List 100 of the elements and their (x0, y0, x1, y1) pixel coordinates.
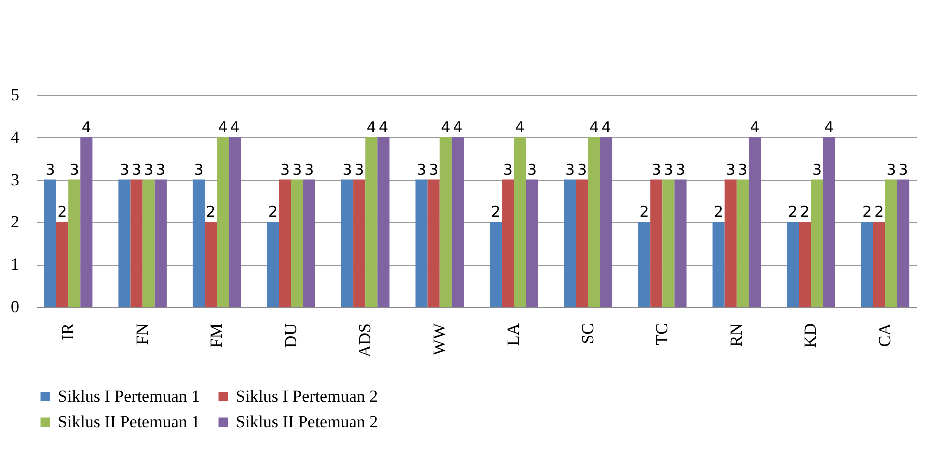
x-tick-label: TC (652, 324, 672, 346)
y-tick-label: 1 (11, 255, 20, 274)
x-tick-label: ADS (356, 324, 375, 358)
data-label: 3 (342, 160, 352, 179)
data-label: 3 (503, 160, 513, 179)
bar (564, 180, 576, 307)
bar (118, 180, 131, 307)
bar (576, 180, 588, 307)
data-label: 2 (268, 203, 278, 222)
data-label: 3 (812, 160, 822, 179)
y-tick-label: 4 (11, 128, 20, 147)
data-label: 3 (676, 160, 686, 179)
data-label: 2 (714, 203, 724, 222)
x-tick-label: DU (281, 324, 300, 348)
data-label: 3 (416, 160, 427, 179)
bar (279, 180, 292, 307)
bar (229, 137, 242, 307)
data-label: 3 (726, 160, 736, 179)
legend-label: Siklus II Petemuan 1 (58, 412, 200, 432)
data-label: 4 (750, 118, 760, 136)
bar (378, 137, 390, 307)
bar (205, 222, 218, 307)
bar (440, 137, 452, 307)
bar (192, 180, 206, 307)
bar (885, 180, 898, 307)
data-label: 3 (304, 160, 314, 179)
data-label: 3 (46, 160, 56, 179)
bar (811, 180, 824, 307)
bar (130, 180, 143, 307)
bar (823, 137, 836, 307)
data-label: 2 (800, 203, 810, 222)
y-tick-label: 5 (11, 86, 20, 104)
bar (600, 137, 613, 307)
data-label: 3 (156, 160, 166, 179)
bar (341, 180, 354, 307)
legend-label: Siklus I Pertemuan 1 (58, 386, 200, 406)
bar (354, 180, 366, 307)
bar (873, 222, 886, 307)
bar (748, 137, 762, 307)
x-tick-label: RN (726, 324, 746, 348)
bar (490, 222, 502, 307)
data-label: 2 (874, 203, 884, 222)
data-label: 4 (824, 118, 834, 136)
bar (736, 180, 749, 307)
data-label: 4 (366, 118, 376, 136)
data-label: 2 (491, 203, 501, 222)
bar (898, 180, 910, 307)
data-label: 2 (862, 203, 872, 222)
data-label: 3 (354, 160, 364, 179)
bar (291, 180, 304, 307)
x-tick-label: SC (578, 324, 598, 344)
data-label: 4 (453, 118, 463, 136)
x-tick-label: CA (875, 322, 894, 348)
data-label: 3 (652, 160, 662, 179)
data-label: 3 (194, 160, 204, 179)
data-label: 3 (578, 160, 588, 179)
x-tick-label: WW (430, 322, 449, 356)
data-label: 3 (120, 160, 130, 179)
legend-label: Siklus I Pertemuan 2 (236, 386, 378, 406)
bar (154, 180, 167, 307)
bar (80, 137, 93, 307)
legend-label: Siklus II Petemuan 2 (236, 412, 378, 432)
y-tick-label: 3 (11, 170, 20, 190)
bar (861, 222, 874, 307)
bar (142, 180, 155, 307)
bar (303, 180, 316, 307)
bar (428, 180, 440, 307)
x-tick-label: FM (207, 324, 226, 348)
data-label: 3 (292, 160, 302, 179)
data-label: 3 (664, 160, 674, 179)
bar (712, 222, 725, 307)
bar (416, 180, 428, 307)
bar (724, 180, 737, 307)
x-tick-label: IR (58, 322, 78, 340)
data-label: 2 (206, 203, 216, 222)
y-tick-label: 0 (11, 298, 20, 316)
bar (502, 180, 514, 307)
x-tick-label: LA (504, 322, 524, 346)
bar (68, 180, 81, 307)
data-label: 3 (886, 160, 896, 179)
bar (267, 222, 280, 307)
bar (638, 222, 651, 307)
data-label: 2 (640, 203, 650, 222)
data-label: 4 (82, 118, 92, 136)
y-tick-label: 2 (11, 212, 20, 232)
data-label: 3 (132, 160, 142, 179)
bar (787, 222, 800, 307)
data-label: 3 (527, 160, 538, 179)
bar (650, 180, 663, 307)
x-tick-label: KD (801, 324, 820, 348)
data-label: 4 (441, 118, 451, 136)
data-label: 3 (566, 160, 576, 179)
data-label: 3 (280, 160, 290, 179)
data-label: 2 (58, 203, 68, 222)
bar (514, 137, 526, 307)
data-label: 3 (70, 160, 80, 179)
data-label: 4 (378, 118, 388, 136)
data-label: 4 (602, 118, 612, 136)
data-label: 4 (590, 118, 600, 136)
data-label: 2 (788, 203, 798, 222)
